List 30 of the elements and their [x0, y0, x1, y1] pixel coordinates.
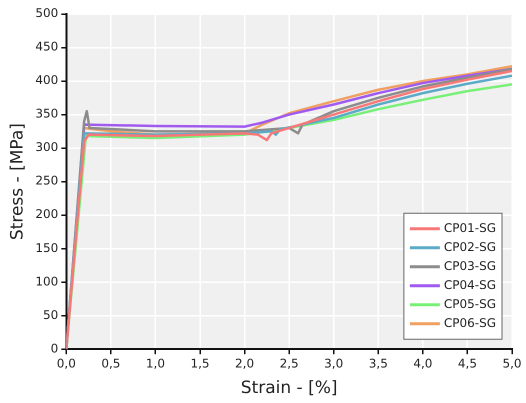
x-tick-label: 2,0: [235, 356, 254, 371]
x-axis-title: Strain - [%]: [240, 378, 338, 398]
x-tick-label: 3,5: [368, 356, 388, 371]
y-tick-label: 50: [43, 308, 58, 322]
y-axis-title: Stress - [MPa]: [8, 123, 28, 240]
x-tick-label: 0,0: [56, 356, 76, 371]
y-tick-label: 200: [35, 207, 58, 222]
y-tick-label: 500: [35, 6, 58, 20]
y-tick-label: 250: [35, 174, 58, 188]
x-tick-label: 1,0: [146, 356, 165, 371]
legend-label: CP01-SG: [444, 220, 496, 235]
y-tick-label: 300: [35, 140, 58, 154]
y-tick-label: 400: [35, 73, 58, 88]
y-tick-label: 450: [35, 40, 58, 54]
legend-label: CP02-SG: [444, 240, 496, 254]
y-tick-label: 100: [35, 274, 58, 288]
y-tick-label: 150: [35, 240, 58, 255]
x-tick-label: 3,0: [324, 356, 344, 371]
y-tick-label: 350: [35, 106, 58, 121]
x-tick-label: 4,0: [413, 356, 432, 371]
x-tick-label: 0,5: [101, 356, 120, 371]
y-tick-label: 0: [50, 341, 58, 356]
legend-label: CP04-SG: [444, 278, 496, 292]
x-tick-label: 4,5: [458, 356, 477, 371]
legend-label: CP05-SG: [444, 296, 496, 311]
x-tick-label: 5,0: [502, 356, 522, 371]
legend-label: CP06-SG: [444, 316, 496, 330]
legend-label: CP03-SG: [444, 258, 496, 273]
x-tick-label: 1,5: [190, 356, 210, 371]
x-tick-label: 2,5: [280, 356, 299, 371]
